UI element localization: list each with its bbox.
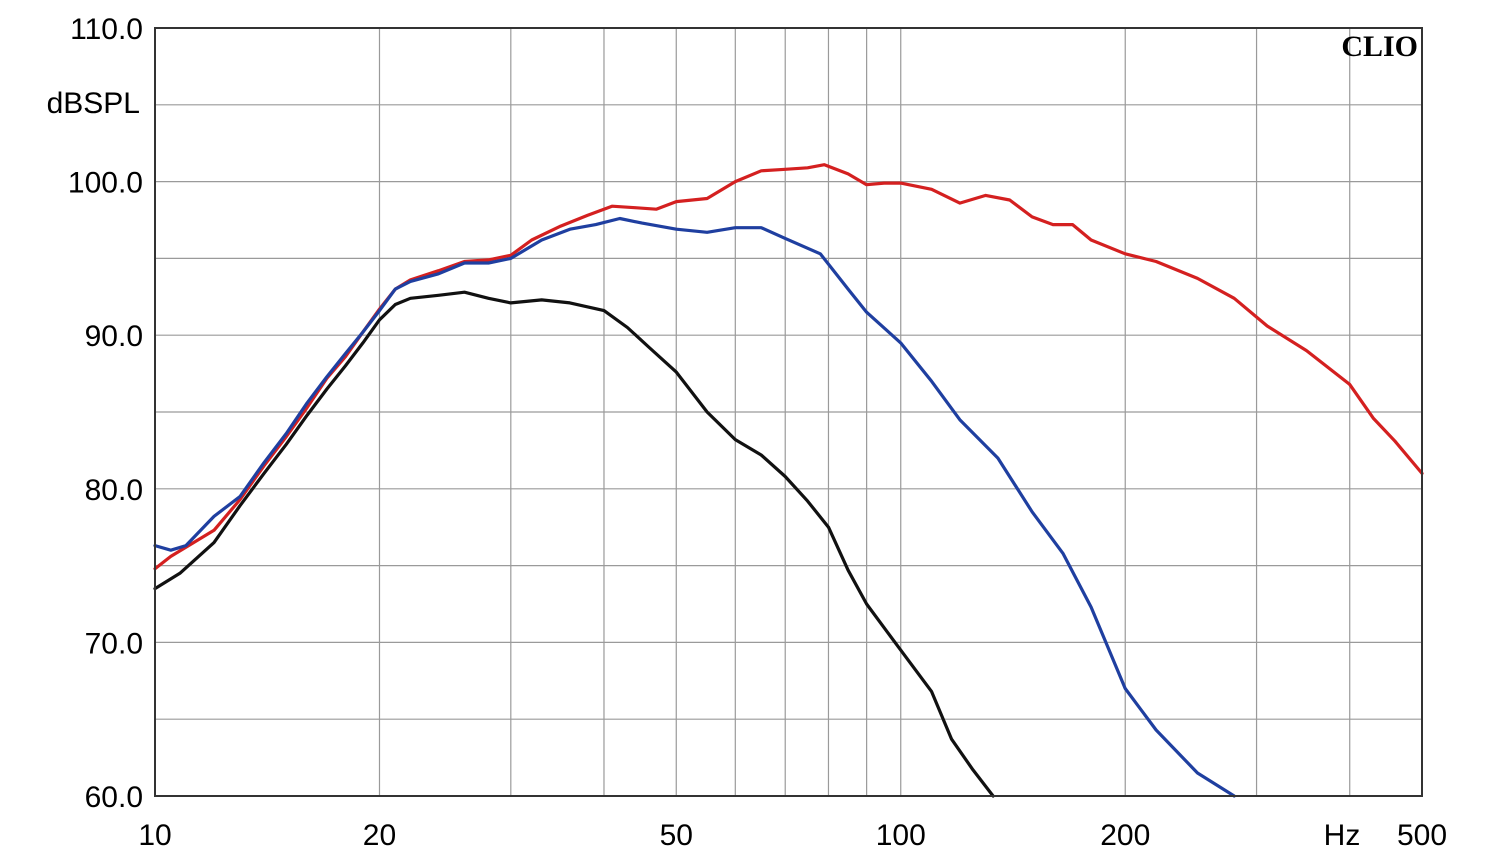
x-tick-label: 500 bbox=[1397, 819, 1447, 852]
series-group bbox=[153, 163, 1424, 798]
x-tick-label: 50 bbox=[660, 819, 693, 852]
plot-frame bbox=[154, 27, 1423, 797]
x-tick-label: 200 bbox=[1100, 819, 1150, 852]
y-tick-label: 80.0 bbox=[85, 474, 143, 507]
x-tick-label: 20 bbox=[363, 819, 396, 852]
y-tick-label: 90.0 bbox=[85, 320, 143, 353]
y-tick-label: 70.0 bbox=[85, 627, 143, 660]
x-tick-labels: 10 20 50 100 200 500 bbox=[138, 819, 1447, 852]
y-tick-label: 60.0 bbox=[85, 781, 143, 814]
x-axis-label: Hz bbox=[1324, 819, 1361, 852]
x-tick-label: 10 bbox=[138, 819, 171, 852]
x-tick-label: 100 bbox=[876, 819, 926, 852]
y-axis-label: dBSPL bbox=[47, 87, 140, 120]
y-tick-labels: 110.0 100.0 90.0 80.0 70.0 60.0 bbox=[68, 13, 143, 814]
series-line-1 bbox=[153, 163, 1424, 571]
clio-brand-logo: CLIO bbox=[1341, 30, 1418, 63]
series-line-2 bbox=[153, 216, 1236, 798]
y-tick-label: 110.0 bbox=[70, 13, 143, 46]
series-line-3 bbox=[153, 290, 995, 798]
y-tick-label: 100.0 bbox=[68, 167, 143, 200]
